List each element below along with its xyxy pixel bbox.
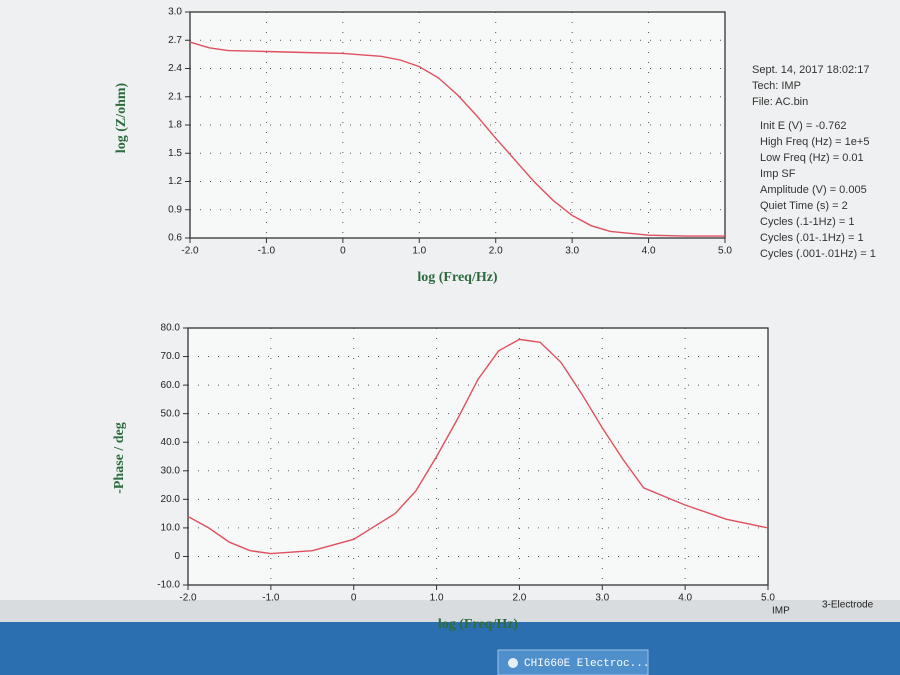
y-tick-label: 60.0: [161, 380, 181, 391]
x-tick-label: -2.0: [179, 593, 197, 604]
info-line: High Freq (Hz) = 1e+5: [760, 136, 869, 148]
app-icon: [508, 658, 518, 668]
info-line: Init E (V) = -0.762: [760, 120, 847, 132]
taskbar: [0, 622, 900, 675]
x-tick-label: 5.0: [718, 246, 732, 257]
taskbar-button[interactable]: [497, 649, 649, 675]
data-line: [189, 41, 725, 237]
x-tick-label: 3.0: [595, 593, 609, 604]
y-tick-label: 40.0: [161, 437, 181, 448]
y-tick-label: 20.0: [161, 494, 181, 505]
x-tick-label: -1.0: [258, 246, 276, 257]
x-tick-label: -2.0: [181, 246, 199, 257]
info-line: Tech: IMP: [752, 80, 801, 92]
plot-area: [188, 328, 768, 585]
x-tick-label: 2.0: [489, 246, 503, 257]
y-tick-label: 50.0: [161, 408, 181, 419]
info-line: Sept. 14, 2017 18:02:17: [752, 64, 869, 76]
x-tick-label: 1.0: [430, 593, 444, 604]
y-tick-label: 80.0: [161, 323, 181, 334]
y-tick-label: 0.6: [168, 233, 182, 244]
y-tick-label: 10.0: [161, 523, 181, 534]
y-axis-label: -Phase / deg: [112, 422, 127, 494]
x-tick-label: 4.0: [678, 593, 692, 604]
y-tick-label: 0.9: [168, 204, 182, 215]
info-line: File: AC.bin: [752, 96, 808, 108]
y-tick-label: -10.0: [157, 580, 180, 591]
x-tick-label: 1.0: [412, 246, 426, 257]
x-tick-label: 3.0: [565, 246, 579, 257]
x-tick-label: -1.0: [262, 593, 280, 604]
x-tick-label: 2.0: [512, 593, 526, 604]
plot-area: [190, 12, 725, 238]
x-axis-label: log (Freq/Hz): [417, 270, 498, 285]
y-tick-label: 1.5: [168, 148, 182, 159]
info-line: Cycles (.1-1Hz) = 1: [760, 216, 854, 228]
info-line: Quiet Time (s) = 2: [760, 200, 848, 212]
x-tick-label: 4.0: [642, 246, 656, 257]
y-axis-label: log (Z/ohm): [114, 82, 129, 153]
y-tick-label: 2.7: [168, 35, 182, 46]
plot-frame: [187, 327, 769, 586]
data-line: [187, 338, 769, 555]
y-tick-label: 1.8: [168, 120, 182, 131]
info-line: Cycles (.001-.01Hz) = 1: [760, 248, 876, 260]
x-tick-label: 5.0: [761, 593, 775, 604]
y-tick-label: 2.1: [168, 91, 182, 102]
y-tick-label: 3.0: [168, 7, 182, 18]
info-line: Imp SF: [760, 168, 796, 180]
x-tick-label: 0: [340, 246, 346, 257]
status-electrode: 3-Electrode: [822, 600, 874, 611]
taskbar-app[interactable]: CHI660E Electroc...: [524, 658, 649, 670]
status-bar: [0, 600, 900, 622]
x-tick-label: 0: [351, 593, 357, 604]
x-axis-label: log (Freq/Hz): [438, 617, 519, 632]
y-tick-label: 30.0: [161, 465, 181, 476]
plot-frame: [189, 11, 726, 239]
y-tick-label: 1.2: [168, 176, 182, 187]
info-line: Amplitude (V) = 0.005: [760, 184, 867, 196]
info-line: Low Freq (Hz) = 0.01: [760, 152, 864, 164]
y-tick-label: 70.0: [161, 351, 181, 362]
y-tick-label: 0: [174, 551, 180, 562]
info-line: Cycles (.01-.1Hz) = 1: [760, 232, 864, 244]
status-mode: IMP: [772, 606, 790, 617]
y-tick-label: 2.4: [168, 63, 182, 74]
